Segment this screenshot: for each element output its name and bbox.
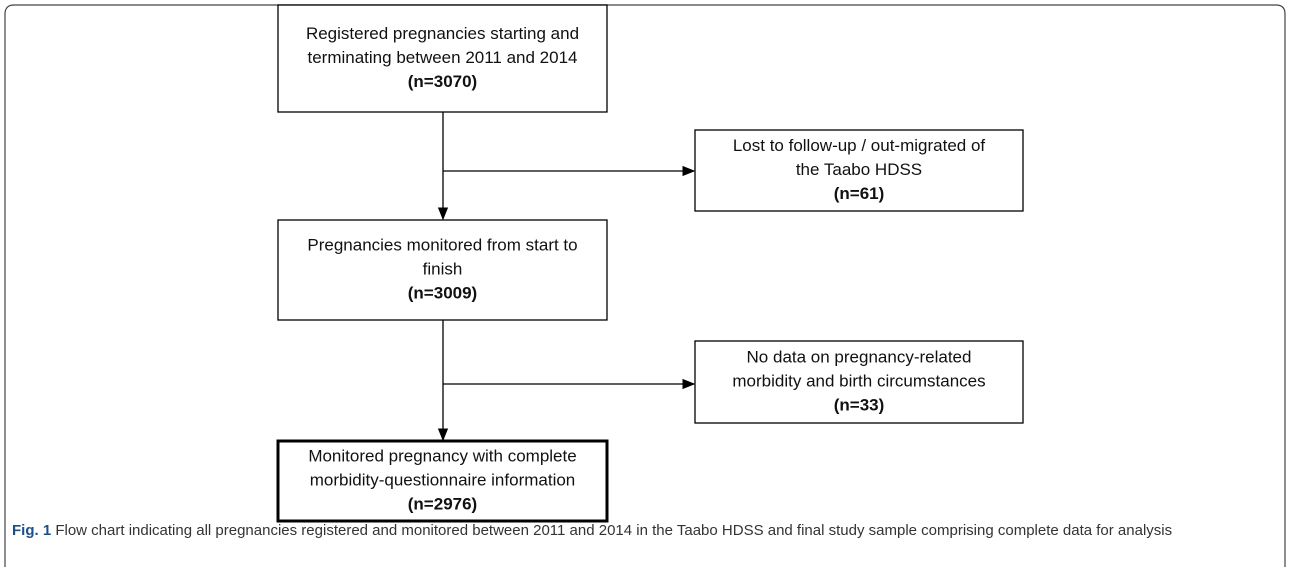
box-count: (n=33) [834, 395, 885, 414]
flow-box [276, 439, 609, 523]
box-count: (n=61) [834, 184, 885, 203]
box-text: morbidity and birth circumstances [732, 371, 985, 390]
flow-box [694, 129, 1024, 212]
box-count: (n=2976) [408, 494, 477, 513]
flow-box [694, 340, 1024, 424]
box-text: morbidity-questionnaire information [310, 470, 576, 489]
box-text: the Taabo HDSS [796, 160, 922, 179]
box-count: (n=3070) [408, 72, 477, 91]
box-text: Registered pregnancies starting and [306, 24, 579, 43]
caption-text: Flow chart indicating all pregnancies re… [55, 522, 1173, 539]
box-text: Pregnancies monitored from start to [307, 235, 577, 254]
caption: Fig. 1 Flow chart indicating all pregnan… [12, 519, 1262, 542]
frame [4, 4, 1286, 567]
box-text: Monitored pregnancy with complete [308, 446, 576, 465]
box-text: finish [423, 259, 463, 278]
box-text: Lost to follow-up / out-migrated of [733, 136, 986, 155]
box-count: (n=3009) [408, 283, 477, 302]
box-text: terminating between 2011 and 2014 [308, 48, 578, 67]
flow-box [277, 4, 608, 113]
box-text: No data on pregnancy-related [747, 347, 972, 366]
caption-label: Fig. 1 [12, 522, 52, 539]
